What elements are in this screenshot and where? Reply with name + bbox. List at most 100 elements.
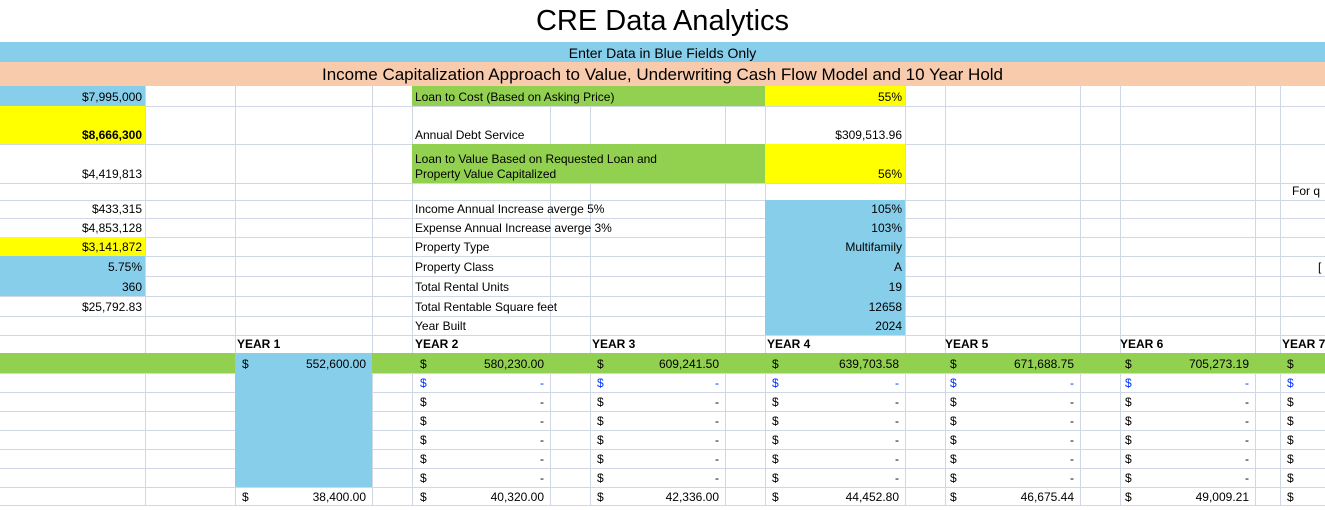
label-line: Property Type — [415, 240, 490, 254]
year-label: YEAR 3 — [592, 337, 636, 351]
currency-sign: $ — [597, 490, 604, 504]
year-value: - — [715, 414, 719, 428]
currency-sign: $ — [1287, 376, 1294, 390]
year-label: YEAR 2 — [415, 337, 459, 351]
grid-line — [0, 106, 1325, 107]
currency-sign: $ — [597, 395, 604, 409]
input-cell: $4,853,128 — [81, 221, 142, 235]
year-value: - — [1070, 433, 1074, 447]
year-value: - — [715, 452, 719, 466]
grid-line — [1280, 86, 1281, 505]
year-label: YEAR 5 — [945, 337, 989, 351]
year-label: YEAR 7 — [1282, 337, 1325, 351]
currency-sign: $ — [1287, 357, 1294, 371]
currency-sign: $ — [597, 357, 604, 371]
grid-line — [0, 449, 1325, 450]
sheet-title: CRE Data Analytics — [535, 4, 790, 37]
parameter-value: 105% — [765, 200, 905, 218]
currency-sign: $ — [597, 414, 604, 428]
parameter-label: Property Class — [412, 256, 765, 276]
year-value: - — [1070, 452, 1074, 466]
input-cell: $7,995,000 — [0, 86, 145, 106]
parameter-label: Property Type — [412, 237, 765, 256]
currency-sign: $ — [772, 395, 779, 409]
currency-sign: $ — [420, 433, 427, 447]
grid-line — [0, 373, 1325, 374]
currency-sign: $ — [950, 376, 957, 390]
parameter-label: Loan to Cost (Based on Asking Price) — [412, 86, 765, 106]
year-value: - — [1245, 471, 1249, 485]
currency-sign: $ — [242, 357, 249, 371]
grid-line — [0, 276, 1325, 277]
grid-line — [0, 430, 1325, 431]
year-value: - — [1070, 414, 1074, 428]
currency-sign: $ — [1287, 490, 1294, 504]
currency-sign: $ — [950, 357, 957, 371]
currency-sign: $ — [950, 395, 957, 409]
currency-sign: $ — [1125, 376, 1132, 390]
grid-line — [1255, 86, 1256, 505]
grid-line — [0, 411, 1325, 412]
year-value: - — [895, 376, 899, 390]
grid-line — [0, 256, 1325, 257]
input-cell: $25,792.83 — [81, 300, 142, 314]
currency-sign: $ — [1287, 471, 1294, 485]
grid-line — [0, 183, 1325, 184]
year-value: - — [715, 433, 719, 447]
year-value: 705,273.19 — [1188, 357, 1249, 371]
year-value: - — [895, 433, 899, 447]
parameter-value: $309,513.96 — [835, 128, 902, 142]
currency-sign: $ — [420, 452, 427, 466]
year-value: 671,688.75 — [1013, 357, 1074, 371]
year-value: - — [540, 471, 544, 485]
grid-line — [235, 86, 236, 505]
currency-sign: $ — [950, 452, 957, 466]
grid-line — [0, 200, 1325, 201]
input-cell: 5.75% — [0, 256, 145, 276]
year-value: 552,600.00 — [305, 357, 366, 371]
currency-sign: $ — [950, 433, 957, 447]
currency-sign: $ — [597, 376, 604, 390]
currency-sign: $ — [597, 471, 604, 485]
year-value: - — [715, 395, 719, 409]
year-value: - — [1070, 395, 1074, 409]
parameter-value: 2024 — [765, 316, 905, 335]
label-line: Loan to Cost (Based on Asking Price) — [415, 90, 615, 104]
currency-sign: $ — [597, 433, 604, 447]
parameter-label: Expense Annual Increase averge 3% — [412, 218, 765, 237]
blue-column — [235, 353, 372, 487]
year-value: 609,241.50 — [658, 357, 719, 371]
parameter-value: 56% — [765, 144, 905, 183]
year-value: 40,320.00 — [490, 490, 544, 504]
grid-line — [412, 86, 413, 505]
year-label: YEAR 6 — [1120, 337, 1164, 351]
currency-sign: $ — [242, 490, 249, 504]
year-value: - — [1245, 433, 1249, 447]
currency-sign: $ — [1125, 414, 1132, 428]
year-label: YEAR 1 — [237, 337, 281, 351]
currency-sign: $ — [420, 471, 427, 485]
year-value: - — [540, 376, 544, 390]
currency-sign: $ — [950, 414, 957, 428]
currency-sign: $ — [420, 357, 427, 371]
input-cell: $4,419,813 — [81, 167, 142, 181]
label-line: Income Annual Increase averge 5% — [415, 202, 605, 216]
input-cell: 360 — [0, 276, 145, 296]
year-value: - — [895, 395, 899, 409]
year-value: - — [1070, 471, 1074, 485]
year-label: YEAR 4 — [767, 337, 811, 351]
currency-sign: $ — [1125, 395, 1132, 409]
grid-line — [1080, 86, 1081, 505]
grid-line — [0, 316, 1325, 317]
parameter-value: 12658 — [765, 296, 905, 316]
grid-line — [905, 86, 906, 505]
grid-line — [0, 392, 1325, 393]
grid-line — [0, 218, 1325, 219]
currency-sign: $ — [772, 357, 779, 371]
currency-sign: $ — [1125, 490, 1132, 504]
year-value: 38,400.00 — [312, 490, 366, 504]
grid-line — [0, 468, 1325, 469]
year-value: - — [1245, 414, 1249, 428]
label-line: Total Rental Units — [415, 280, 510, 294]
